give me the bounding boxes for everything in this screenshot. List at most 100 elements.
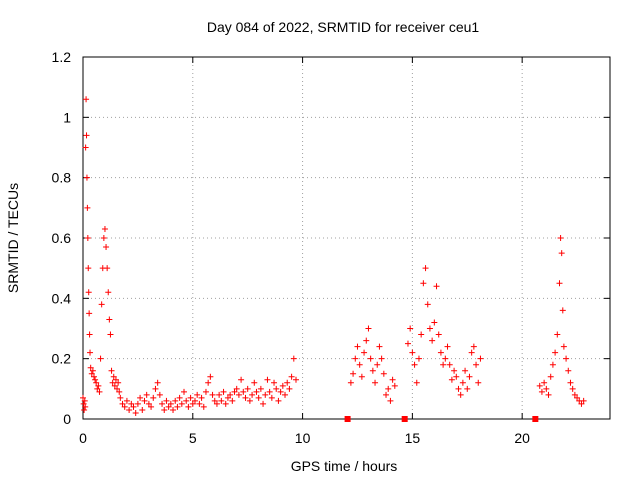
- data-point: [420, 280, 427, 287]
- data-point: [246, 397, 253, 404]
- data-point: [279, 382, 286, 389]
- data-point: [163, 397, 170, 404]
- data-point: [126, 406, 133, 413]
- data-point: [165, 403, 172, 410]
- data-point: [139, 406, 146, 413]
- x-tick-label: 20: [514, 430, 530, 446]
- data-point: [275, 397, 282, 404]
- data-point: [475, 379, 482, 386]
- data-point: [347, 379, 354, 386]
- data-point: [361, 349, 368, 356]
- data-point: [559, 307, 566, 314]
- gap-marker: [344, 416, 351, 422]
- data-point: [374, 361, 381, 368]
- x-axis-label: GPS time / hours: [291, 458, 398, 474]
- data-point: [558, 250, 565, 257]
- data-point: [85, 265, 92, 272]
- data-point: [462, 367, 469, 374]
- data-point: [451, 367, 458, 374]
- data-point: [152, 385, 159, 392]
- data-point: [222, 400, 229, 407]
- data-point: [253, 388, 260, 395]
- data-point: [185, 403, 192, 410]
- data-point: [83, 96, 90, 103]
- y-tick-label: 0.4: [52, 290, 72, 306]
- y-axis-label: SRMTID / TECUs: [5, 183, 21, 293]
- data-point: [413, 379, 420, 386]
- data-point: [178, 400, 185, 407]
- data-point: [242, 394, 249, 401]
- y-tick-label: 0.6: [52, 230, 72, 246]
- data-point: [174, 403, 181, 410]
- data-point: [161, 406, 168, 413]
- data-point: [90, 373, 97, 380]
- data-point: [104, 265, 111, 272]
- data-point: [455, 385, 462, 392]
- plot-frame: [82, 56, 611, 420]
- data-point: [409, 349, 416, 356]
- data-point: [224, 394, 231, 401]
- data-point: [94, 385, 101, 392]
- x-tick-labels: 0 5 10 15 20: [79, 430, 530, 446]
- data-point: [194, 391, 201, 398]
- data-point: [216, 391, 223, 398]
- data-point: [81, 397, 88, 404]
- data-point: [422, 265, 429, 272]
- data-point: [260, 400, 267, 407]
- data-point: [181, 388, 188, 395]
- data-point: [119, 400, 126, 407]
- data-point: [367, 355, 374, 362]
- data-point: [109, 379, 116, 386]
- data-point: [105, 289, 112, 296]
- data-point: [103, 244, 110, 251]
- data-gap-markers: [344, 416, 539, 422]
- chart-title: Day 084 of 2022, SRMTID for receiver ceu…: [207, 19, 480, 35]
- data-point: [578, 400, 585, 407]
- y-tick-label: 0.8: [52, 170, 72, 186]
- data-point: [473, 361, 480, 368]
- data-point: [107, 331, 114, 338]
- data-point: [235, 391, 242, 398]
- data-point: [468, 349, 475, 356]
- data-point: [189, 400, 196, 407]
- data-points: [80, 96, 587, 416]
- data-point: [431, 319, 438, 326]
- data-point: [240, 388, 247, 395]
- data-point: [176, 394, 183, 401]
- data-point: [220, 388, 227, 395]
- data-point: [255, 394, 262, 401]
- data-point: [273, 385, 280, 392]
- data-point: [350, 370, 357, 377]
- data-point: [111, 382, 118, 389]
- data-point: [198, 394, 205, 401]
- data-point: [556, 280, 563, 287]
- data-point: [557, 235, 564, 241]
- data-point: [543, 385, 550, 392]
- y-tick-label: 1.2: [52, 49, 72, 65]
- data-point: [569, 385, 576, 392]
- data-point: [156, 391, 163, 398]
- y-tick-labels: 0 0.2 0.4 0.6 0.8 1 1.2: [52, 49, 72, 427]
- data-point: [85, 289, 92, 296]
- data-point: [453, 373, 460, 380]
- data-point: [89, 367, 96, 374]
- data-point: [446, 361, 453, 368]
- data-point: [429, 337, 436, 344]
- data-point: [554, 331, 561, 338]
- data-point: [389, 376, 396, 383]
- data-point: [440, 361, 447, 368]
- data-point: [545, 391, 552, 398]
- data-point: [183, 397, 190, 404]
- data-point: [271, 379, 278, 386]
- data-point: [407, 325, 414, 332]
- data-point: [83, 132, 90, 139]
- data-point: [424, 301, 431, 308]
- data-point: [95, 382, 102, 389]
- data-point: [380, 370, 387, 377]
- y-tick-label: 0.2: [52, 351, 72, 367]
- data-point: [84, 235, 91, 241]
- data-point: [82, 403, 89, 410]
- data-point: [238, 376, 245, 383]
- data-point: [565, 367, 572, 374]
- data-point: [97, 355, 104, 362]
